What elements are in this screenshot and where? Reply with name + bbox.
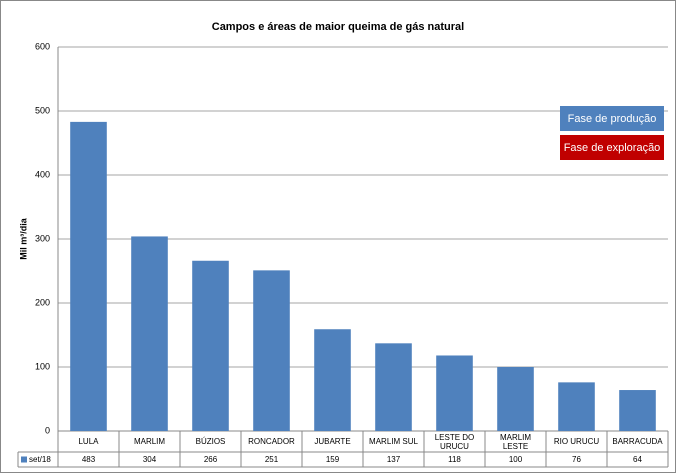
x-tick-label: BARRACUDA (612, 437, 663, 446)
y-tick-label: 400 (35, 169, 50, 179)
annotation: Fase de exploração (560, 135, 664, 160)
x-tick-label: MARLIM (133, 437, 166, 446)
x-tick-label: RIO URUCU (553, 437, 600, 446)
y-axis-label: Mil m³/dia (18, 217, 28, 259)
bar (314, 329, 351, 431)
value-label: 304 (142, 455, 157, 464)
legend-label: set/18 (29, 455, 51, 464)
value-label: 64 (633, 455, 642, 464)
bar (619, 390, 656, 431)
value-label: 118 (448, 455, 461, 464)
y-tick-label: 200 (35, 297, 50, 307)
y-tick-label: 600 (35, 41, 50, 51)
x-tick-label: MARLIM LESTE (499, 432, 532, 451)
bar (436, 355, 473, 431)
value-label: 76 (572, 455, 581, 464)
y-tick-label: 300 (35, 233, 50, 243)
bar (192, 260, 229, 431)
bar (375, 343, 412, 431)
value-label: 483 (81, 455, 96, 464)
bar (131, 236, 168, 431)
value-label: 266 (203, 455, 218, 464)
bar (558, 382, 595, 431)
legend-marker (21, 456, 27, 463)
annotation: Fase de produção (560, 106, 664, 131)
y-tick-label: 0 (45, 425, 50, 435)
bar (70, 121, 107, 431)
y-tick-label: 100 (35, 361, 50, 371)
value-label: 251 (264, 455, 279, 464)
y-tick-label: 500 (35, 105, 50, 115)
x-tick-label: BÚZIOS (195, 437, 226, 446)
bar (497, 367, 534, 431)
x-tick-label: JUBARTE (314, 437, 351, 446)
chart-title: Campos e áreas de maior queima de gás na… (212, 21, 464, 33)
x-tick-label: LULA (78, 437, 99, 446)
x-tick-label: RONCADOR (248, 437, 295, 446)
bar (253, 270, 290, 431)
value-label: 137 (386, 455, 401, 464)
x-tick-label: MARLIM SUL (369, 437, 418, 446)
value-label: 159 (325, 455, 340, 464)
x-tick-label: LESTE DO URUCU (434, 432, 475, 451)
value-label: 100 (508, 455, 523, 464)
